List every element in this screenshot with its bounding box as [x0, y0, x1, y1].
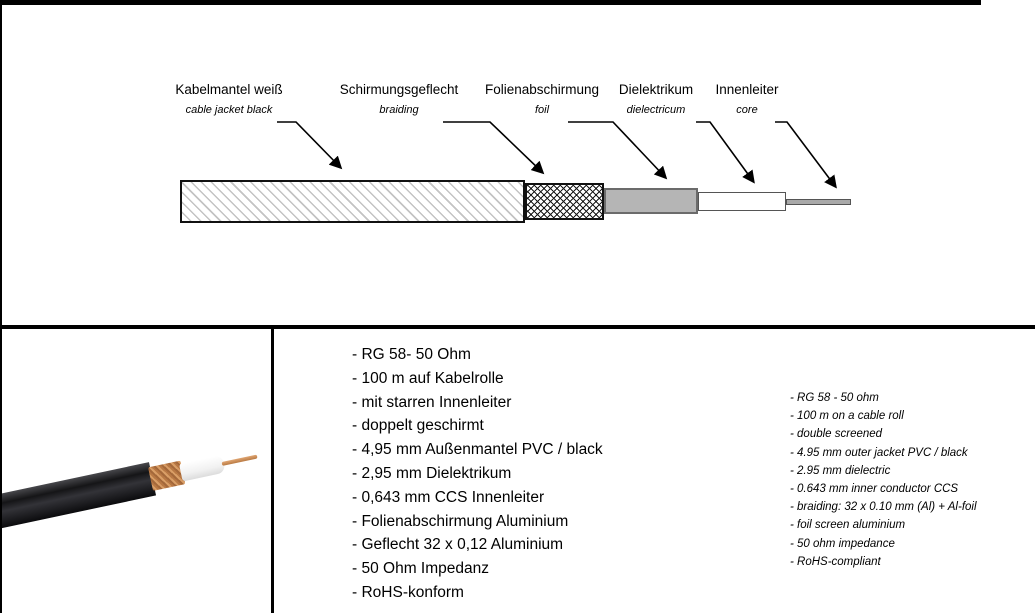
label-dielectric: Dielektrikum dielectricum — [619, 82, 693, 117]
spec-item-de: - doppelt geschirmt — [352, 417, 484, 435]
spec-item-en: - foil screen aluminium — [790, 519, 906, 532]
spec-item-de: - Geflecht 32 x 0,12 Aluminium — [352, 536, 564, 554]
cable-construction-diagram: Kabelmantel weiß cable jacket black Schi… — [175, 82, 851, 223]
cable-photo — [2, 329, 271, 613]
spec-item-en: - 100 m on a cable roll — [790, 410, 904, 423]
foil-gray-section — [604, 188, 698, 214]
label-cable-jacket-en: cable jacket black — [185, 104, 273, 116]
spec-item-en: - double screened — [790, 428, 883, 441]
core-wire-section — [786, 199, 851, 205]
arrow-jacket — [277, 121, 343, 170]
label-foil-en: foil — [534, 104, 550, 116]
spec-item-de: - RoHS-konform — [352, 583, 464, 601]
label-core: Innenleiter core — [715, 82, 778, 117]
spec-item-de: - mit starren Innenleiter — [352, 393, 512, 411]
spec-item-de: - RG 58- 50 Ohm — [352, 346, 471, 363]
spec-item-en: - RoHS-compliant — [790, 555, 881, 568]
spec-item-en: - braiding: 32 x 0.10 mm (Al) + Al-foil — [790, 501, 977, 514]
jacket-hatched-section — [180, 180, 525, 223]
vertical-divider-line — [271, 329, 274, 613]
cable-photo-cable — [2, 432, 271, 533]
label-dielectric-de: Dielektrikum — [618, 82, 694, 97]
photo-core-wire — [221, 454, 258, 466]
spec-list-german: - RG 58- 50 Ohm - 100 m auf Kabelrolle - m… — [352, 343, 682, 605]
label-braiding: Schirmungsgeflecht braiding — [340, 82, 459, 117]
label-foil: Folienabschirmung foil — [485, 82, 599, 117]
arrow-braiding — [443, 121, 545, 175]
label-cable-jacket-de: Kabelmantel weiß — [175, 82, 283, 97]
arrow-dielectric — [696, 121, 755, 184]
spec-item-de: - 4,95 mm Außenmantel PVC / black — [352, 441, 603, 459]
label-foil-de: Folienabschirmung — [484, 82, 600, 97]
spec-item-de: - 50 Ohm Impedanz — [352, 560, 489, 578]
leader-arrows — [277, 121, 837, 189]
spec-item-en: - 2.95 mm dielectric — [790, 464, 891, 477]
photo-jacket-black — [2, 462, 157, 529]
photo-dielectric-white — [178, 454, 226, 482]
arrow-core — [775, 121, 837, 189]
spec-item-en: - 50 ohm impedance — [790, 537, 895, 550]
label-braiding-en: braiding — [379, 104, 419, 116]
spec-item-de: - Folienabschirmung Aluminium — [352, 512, 569, 530]
spec-item-en: - 4.95 mm outer jacket PVC / black — [790, 446, 968, 459]
label-dielectric-en: dielectricum — [626, 104, 686, 116]
label-core-en: core — [736, 104, 758, 116]
spec-item-de: - 0,643 mm CCS Innenleiter — [352, 488, 545, 506]
dielectric-white-section — [698, 192, 786, 211]
label-braiding-de: Schirmungsgeflecht — [339, 82, 459, 97]
spec-list-english: - RG 58 - 50 ohm - 100 m on a cable roll -… — [790, 389, 1035, 571]
horizontal-divider-line — [0, 325, 1035, 329]
spec-item-en: - RG 58 - 50 ohm — [790, 392, 879, 404]
label-cable-jacket: Kabelmantel weiß cable jacket black — [175, 82, 282, 117]
arrow-foil — [568, 121, 668, 180]
label-core-de: Innenleiter — [715, 82, 779, 97]
left-border-line — [0, 0, 2, 613]
spec-item-de: - 100 m auf Kabelrolle — [352, 369, 504, 387]
spec-item-en: - 0.643 mm inner conductor CCS — [790, 483, 959, 496]
top-border-line — [0, 0, 981, 5]
spec-item-de: - 2,95 mm Dielektrikum — [352, 464, 512, 482]
braid-crosshatch-section — [525, 183, 604, 220]
